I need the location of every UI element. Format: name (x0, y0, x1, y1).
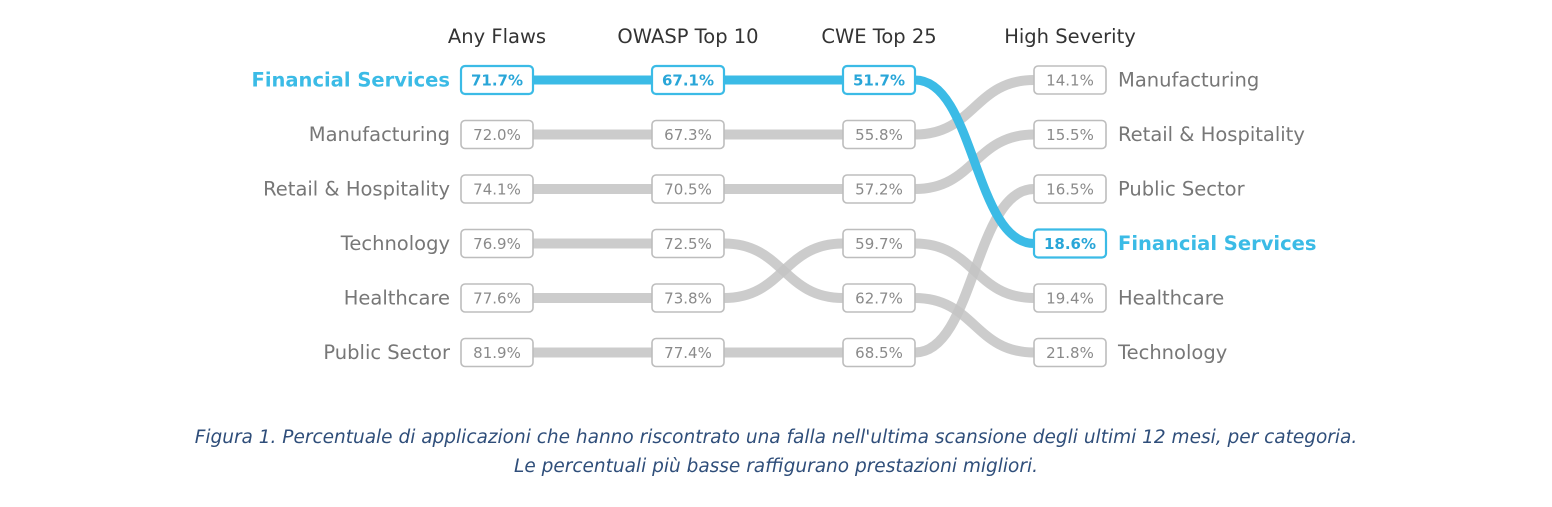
value-box (460, 119, 534, 150)
value-box (651, 228, 725, 259)
category-label-left: Retail & Hospitality (263, 178, 450, 201)
data-label: 77.6% (473, 290, 521, 308)
value-box (842, 174, 916, 204)
data-label: 15.5% (1046, 126, 1094, 144)
data-label: 74.1% (473, 181, 521, 199)
data-label: 62.7% (855, 290, 903, 308)
data-label: 77.4% (664, 344, 712, 362)
value-box (460, 337, 534, 368)
value-box (1032, 228, 1108, 259)
value-box (842, 283, 916, 313)
data-label: 72.0% (473, 126, 521, 144)
series-line-healthcare (723, 238, 844, 303)
value-box (651, 283, 725, 313)
value-box (1033, 119, 1107, 150)
data-label: 67.1% (662, 72, 714, 90)
value-box (841, 64, 917, 96)
data-label: 57.2% (855, 181, 903, 199)
data-label: 55.8% (855, 126, 903, 144)
data-label: 81.9% (473, 344, 521, 362)
slope-chart: Any Flaws OWASP Top 10 CWE Top 25 High Seve… (252, 25, 1316, 368)
value-box (460, 174, 534, 204)
figure-caption-line-2: Le percentuali più basse raffigurano pre… (514, 456, 1038, 477)
data-label: 72.5% (664, 235, 712, 253)
column-header: High Severity (1004, 25, 1136, 48)
value-box (459, 64, 535, 96)
value-box (1033, 65, 1107, 95)
value-box (651, 337, 725, 368)
data-label: 71.7% (471, 72, 523, 90)
data-label: 14.1% (1046, 72, 1094, 90)
data-label: 51.7% (853, 72, 905, 90)
data-label: 76.9% (473, 235, 521, 253)
data-label: 68.5% (855, 344, 903, 362)
value-box (650, 64, 726, 96)
category-label-right: Public Sector (1118, 178, 1246, 201)
category-label-left: Technology (340, 232, 450, 255)
series-line-financial-services (914, 75, 1035, 248)
data-label: 19.4% (1046, 290, 1094, 308)
data-label: 73.8% (664, 290, 712, 308)
value-box (1033, 174, 1107, 204)
data-label: 16.5% (1046, 181, 1094, 199)
series-line-public-sector (914, 184, 1035, 358)
value-box (460, 283, 534, 313)
data-label: 21.8% (1046, 344, 1094, 362)
data-label: 70.5% (664, 181, 712, 199)
category-label-right: Healthcare (1118, 287, 1224, 310)
series-line-technology (914, 293, 1035, 358)
data-label: 59.7% (855, 235, 903, 253)
category-label-right: Manufacturing (1118, 69, 1259, 92)
value-box (651, 119, 725, 150)
value-box (1033, 283, 1107, 313)
column-header: CWE Top 25 (821, 25, 936, 48)
value-box (1033, 337, 1107, 368)
series-line-manufacturing (914, 75, 1035, 140)
category-label-right: Technology (1117, 341, 1227, 364)
category-label-right: Retail & Hospitality (1118, 123, 1305, 146)
category-label-left: Manufacturing (309, 123, 450, 146)
column-header: OWASP Top 10 (617, 25, 758, 48)
figure-caption-line-1: Figura 1. Percentuale di applicazioni ch… (194, 427, 1358, 448)
data-label: 18.6% (1044, 235, 1096, 253)
data-label: 67.3% (664, 126, 712, 144)
category-label-left: Financial Services (252, 69, 450, 92)
value-box (842, 337, 916, 368)
column-header: Any Flaws (448, 25, 546, 48)
category-label-left: Public Sector (323, 341, 451, 364)
value-box (651, 174, 725, 204)
value-box (842, 228, 916, 259)
category-label-left: Healthcare (344, 287, 450, 310)
category-label-right: Financial Services (1118, 232, 1316, 255)
value-box (460, 228, 534, 259)
value-box (842, 119, 916, 150)
